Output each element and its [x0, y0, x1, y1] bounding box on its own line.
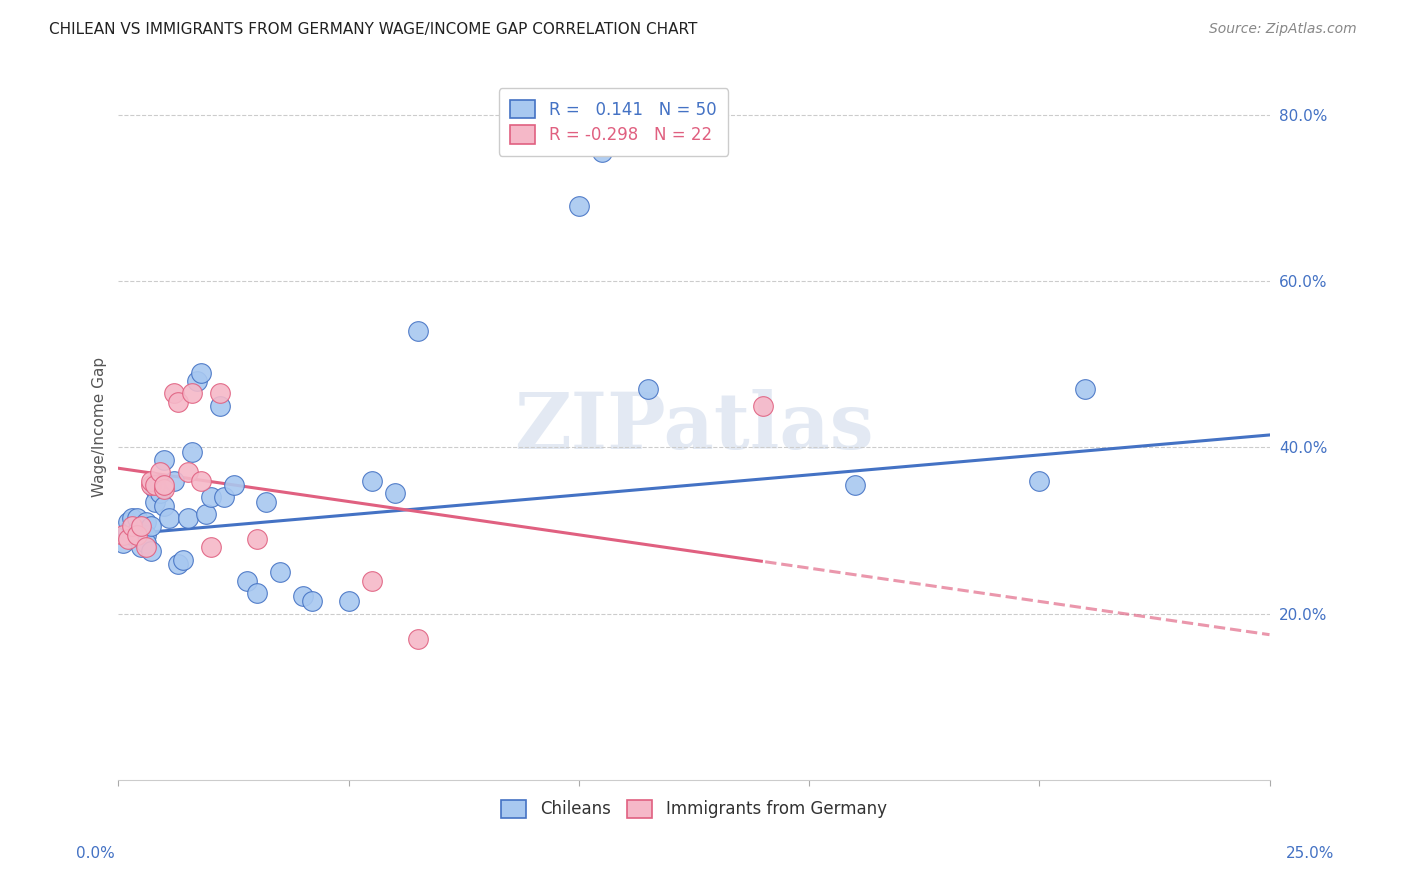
Point: [121, 528, 143, 542]
Point: [208, 386, 231, 401]
Point: [135, 528, 157, 542]
Point: [190, 474, 212, 488]
Point: [1028, 474, 1050, 488]
Point: [153, 453, 176, 467]
Point: [167, 394, 190, 409]
Point: [208, 399, 231, 413]
Point: [149, 466, 172, 480]
Point: [117, 532, 139, 546]
Point: [190, 366, 212, 380]
Point: [139, 474, 162, 488]
Point: [135, 536, 157, 550]
Point: [125, 524, 148, 538]
Point: [163, 474, 186, 488]
Point: [384, 486, 406, 500]
Point: [167, 557, 190, 571]
Point: [245, 532, 267, 546]
Text: ZIPatlas: ZIPatlas: [515, 389, 873, 465]
Point: [591, 145, 613, 159]
Point: [406, 324, 429, 338]
Legend: Chileans, Immigrants from Germany: Chileans, Immigrants from Germany: [495, 793, 893, 825]
Point: [153, 499, 176, 513]
Point: [752, 399, 775, 413]
Point: [214, 491, 236, 505]
Point: [131, 532, 153, 546]
Point: [131, 541, 153, 555]
Point: [143, 478, 166, 492]
Text: Source: ZipAtlas.com: Source: ZipAtlas.com: [1209, 22, 1357, 37]
Point: [406, 632, 429, 646]
Text: 25.0%: 25.0%: [1286, 847, 1334, 861]
Point: [131, 519, 153, 533]
Point: [139, 544, 162, 558]
Text: 0.0%: 0.0%: [76, 847, 115, 861]
Point: [121, 511, 143, 525]
Point: [131, 519, 153, 533]
Point: [254, 494, 277, 508]
Point: [200, 491, 222, 505]
Point: [143, 482, 166, 496]
Point: [291, 589, 314, 603]
Point: [149, 486, 172, 500]
Point: [301, 594, 323, 608]
Point: [149, 478, 172, 492]
Point: [844, 478, 866, 492]
Point: [153, 478, 176, 492]
Point: [200, 541, 222, 555]
Point: [139, 478, 162, 492]
Point: [157, 511, 180, 525]
Y-axis label: Wage/Income Gap: Wage/Income Gap: [93, 357, 107, 497]
Point: [181, 444, 204, 458]
Point: [186, 374, 208, 388]
Point: [112, 536, 135, 550]
Point: [637, 382, 659, 396]
Point: [176, 511, 198, 525]
Point: [135, 516, 157, 530]
Point: [222, 478, 245, 492]
Text: CHILEAN VS IMMIGRANTS FROM GERMANY WAGE/INCOME GAP CORRELATION CHART: CHILEAN VS IMMIGRANTS FROM GERMANY WAGE/…: [49, 22, 697, 37]
Point: [143, 494, 166, 508]
Point: [245, 586, 267, 600]
Point: [360, 574, 382, 588]
Point: [121, 519, 143, 533]
Point: [125, 528, 148, 542]
Point: [117, 516, 139, 530]
Point: [125, 511, 148, 525]
Point: [153, 482, 176, 496]
Point: [172, 553, 194, 567]
Point: [360, 474, 382, 488]
Point: [112, 528, 135, 542]
Point: [176, 466, 198, 480]
Point: [117, 524, 139, 538]
Point: [194, 507, 217, 521]
Point: [181, 386, 204, 401]
Point: [236, 574, 259, 588]
Point: [269, 566, 291, 580]
Point: [135, 541, 157, 555]
Point: [568, 199, 591, 213]
Point: [139, 519, 162, 533]
Point: [337, 594, 360, 608]
Point: [163, 386, 186, 401]
Point: [1074, 382, 1097, 396]
